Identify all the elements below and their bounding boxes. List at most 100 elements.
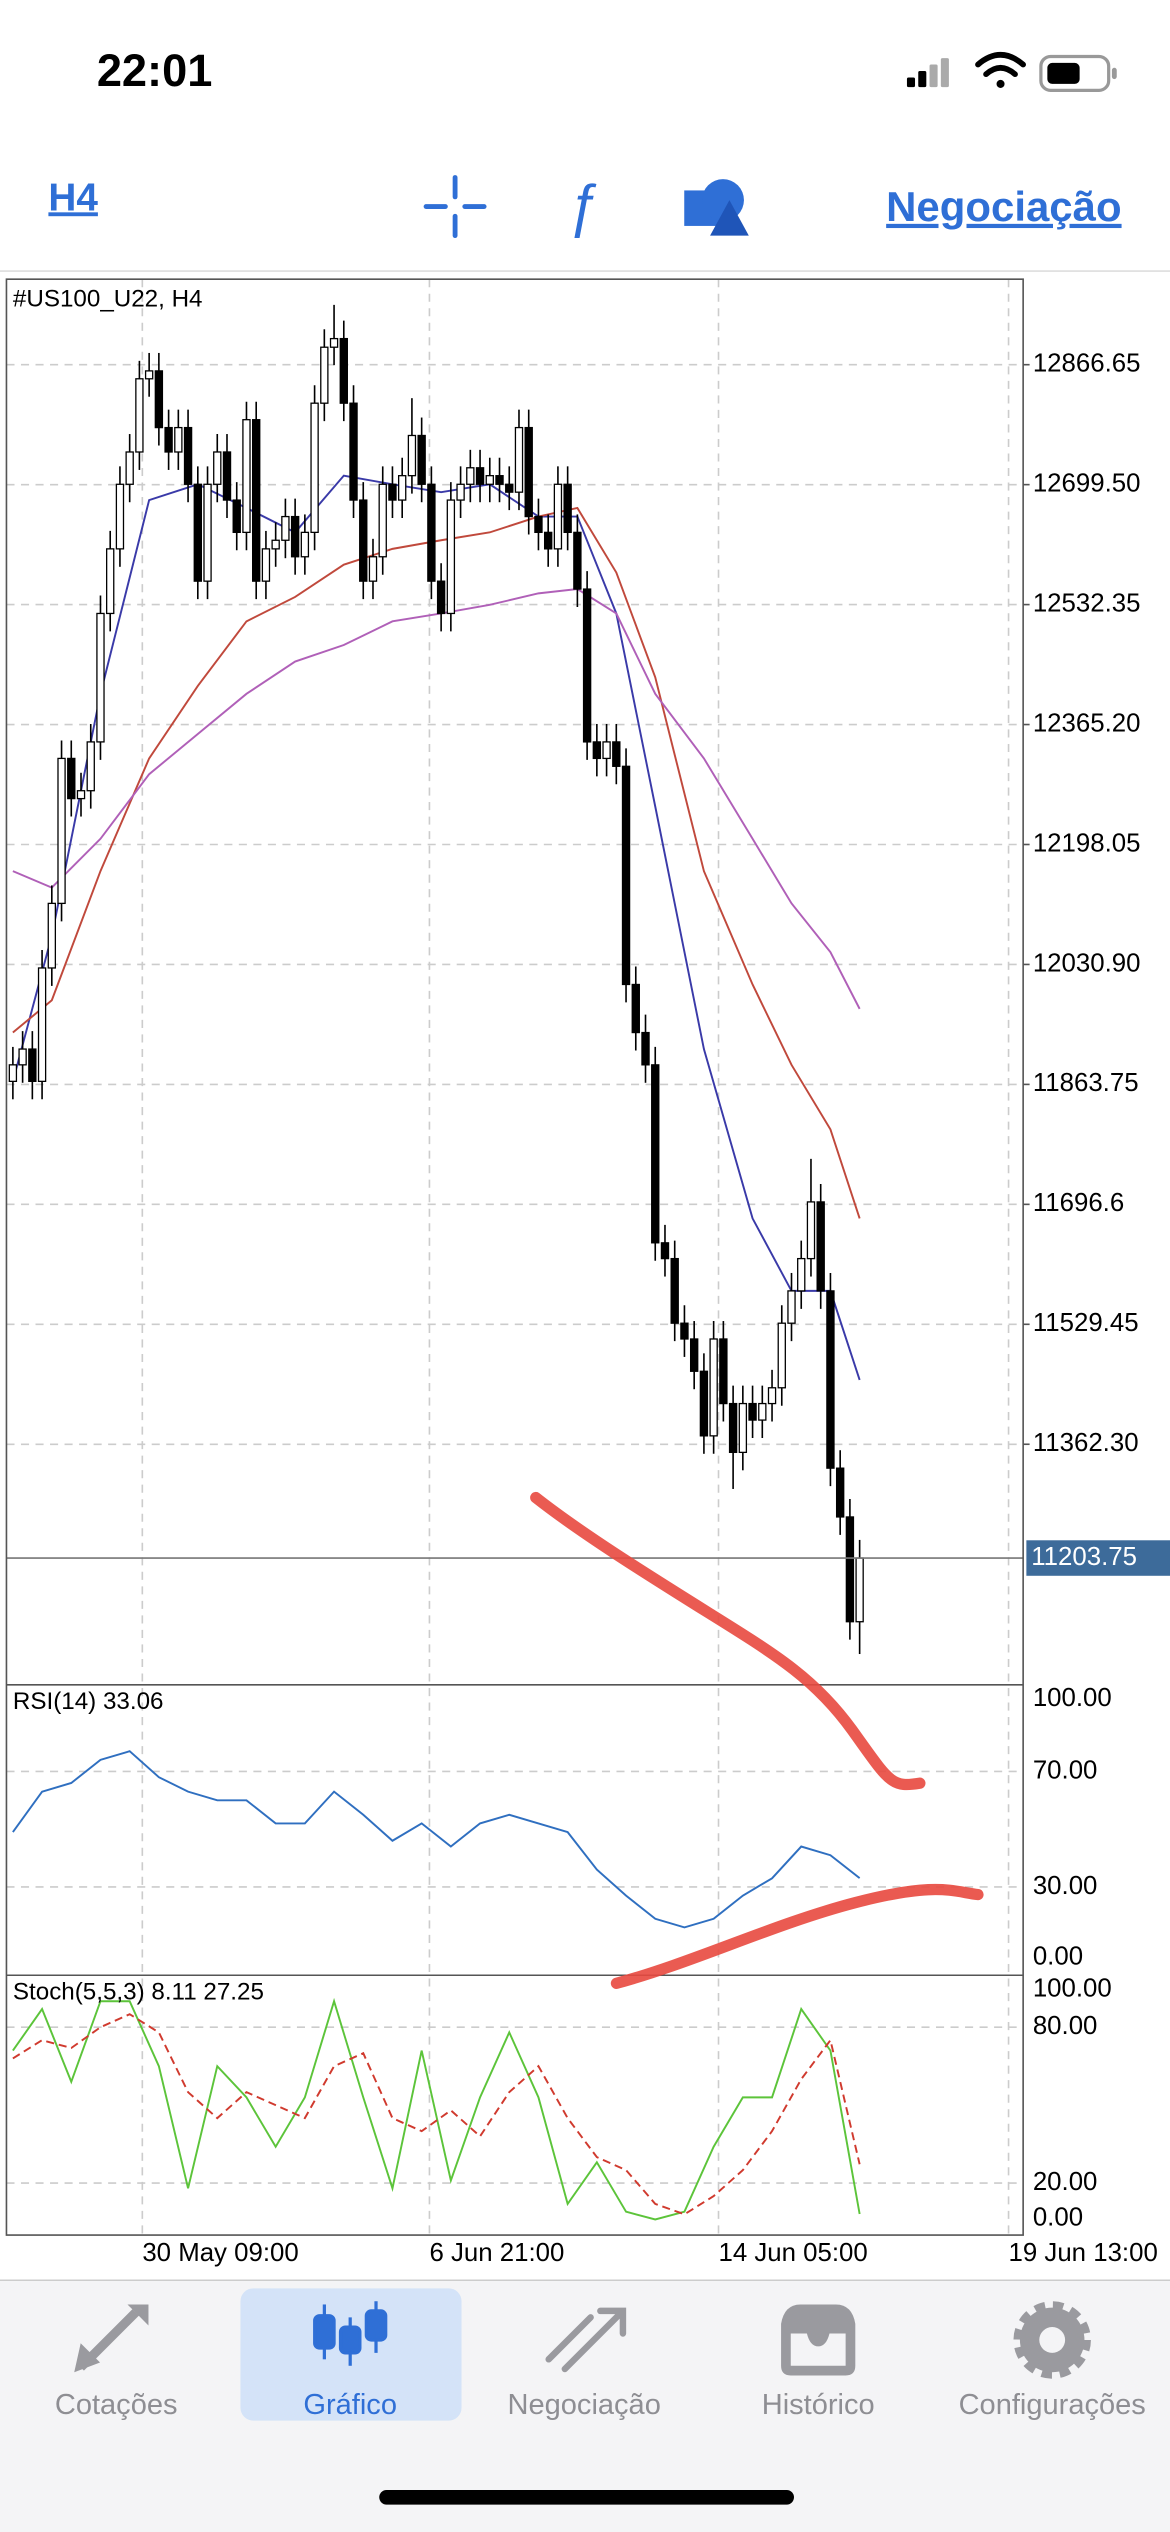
candle-body [76, 790, 86, 800]
annotation-strokes [530, 1491, 984, 1989]
candle-body [222, 451, 232, 501]
candle-body [290, 515, 300, 558]
crosshair-button[interactable] [423, 175, 487, 239]
tab-label[interactable]: Cotações [55, 2389, 178, 2421]
candle-body [816, 1201, 825, 1292]
y-tick-label: 11696.6 [1033, 1189, 1124, 1217]
candle-body [18, 1048, 27, 1066]
candle-body [349, 402, 358, 501]
candle-body [767, 1387, 777, 1405]
candle-body [397, 475, 407, 501]
x-tick-label: 6 Jun 21:00 [429, 2239, 564, 2267]
moving-average [12, 588, 861, 1010]
candle-body [115, 483, 125, 550]
candle-body [670, 1257, 679, 1324]
last-price-box [1026, 1540, 1170, 1576]
moving-average [12, 506, 861, 1219]
candle-body [592, 741, 602, 760]
y-tick-label: 12030.90 [1033, 949, 1141, 977]
rsi-label: RSI(14) 33.06 [13, 1688, 164, 1715]
y-tick-label: 70.00 [1033, 1756, 1098, 1784]
candle-body [748, 1402, 757, 1421]
candle-body [417, 434, 426, 485]
candle-body [378, 483, 387, 558]
status-time: 22:01 [97, 45, 213, 96]
candle-body [125, 451, 134, 485]
candle-body [456, 483, 465, 501]
candle-body [164, 426, 173, 453]
candle-body [680, 1322, 689, 1340]
candle-body [174, 426, 183, 453]
tab-label[interactable]: Configurações [959, 2389, 1146, 2421]
candle-body [845, 1516, 855, 1623]
chart-title: #US100_U22, H4 [13, 286, 203, 313]
x-tick-label: 14 Jun 05:00 [719, 2239, 868, 2267]
rsi-line [12, 1750, 861, 1929]
candle-body [47, 902, 57, 969]
moving-average [11, 474, 861, 1381]
candle-body [261, 548, 271, 582]
stoch-label: Stoch(5,5,3) 8.11 27.25 [13, 1978, 264, 2005]
y-tick-label: 30.00 [1033, 1872, 1098, 1900]
stoch-line [12, 2013, 861, 2216]
candle-body [193, 483, 202, 582]
indicators-button[interactable]: ƒ [566, 173, 598, 238]
tab-label[interactable]: Gráfico [303, 2389, 397, 2421]
candle-body [339, 337, 348, 404]
candle-body [826, 1290, 835, 1469]
candle-body [203, 483, 212, 582]
candle-body [641, 1031, 650, 1066]
candle-body [154, 370, 164, 429]
trade-icon [545, 2307, 627, 2373]
stoch-line [12, 1997, 861, 2221]
tab-label[interactable]: Negociação [508, 2389, 661, 2421]
candle-body [806, 1201, 816, 1260]
candle-body [553, 483, 563, 550]
settings-icon [1013, 2301, 1091, 2379]
candle-body [738, 1402, 748, 1454]
candle-body [320, 346, 329, 404]
candle-body [96, 612, 105, 743]
wifi-icon [975, 52, 1026, 88]
candle-body [281, 515, 290, 541]
y-tick-label: 12699.50 [1033, 469, 1141, 497]
candle-body [758, 1402, 767, 1421]
candle-body [106, 548, 115, 615]
y-tick-label: 100.00 [1033, 1975, 1112, 2003]
candle-body [466, 467, 475, 485]
trade-button[interactable]: Negociação [886, 183, 1121, 230]
last-price-label: 11203.75 [1031, 1543, 1137, 1571]
signal-icon [906, 58, 949, 88]
candle-body [505, 483, 514, 493]
candle-body [242, 419, 251, 534]
candle-body [252, 419, 261, 582]
candle-body [475, 467, 485, 485]
candle-body [183, 426, 193, 485]
candle-body [728, 1402, 738, 1454]
objects-button[interactable] [684, 179, 749, 236]
candle-body [359, 499, 368, 582]
candle-body [709, 1338, 718, 1437]
x-tick-label: 30 May 09:00 [142, 2239, 298, 2267]
chart: 30 May 09:00 6 Jun 21:00 14 Jun 05:00 19 Ju… [6, 279, 1170, 2267]
y-tick-label: 11529.45 [1033, 1309, 1139, 1337]
candle-body [524, 426, 533, 518]
y-tick-label: 20.00 [1033, 2168, 1098, 2196]
candle-body [436, 580, 446, 615]
candle-body [446, 499, 456, 615]
candle-body [787, 1290, 796, 1324]
candle-body [213, 451, 222, 485]
chart-frame [5, 278, 1024, 2236]
timeframe-button[interactable]: H4 [48, 176, 98, 219]
y-tick-label: 12365.20 [1033, 709, 1141, 737]
battery-icon [1039, 54, 1117, 92]
candle-body [797, 1257, 806, 1292]
candle-body [621, 765, 631, 986]
candle-body [835, 1467, 845, 1518]
candle-body [485, 475, 494, 485]
candle-body [144, 370, 154, 380]
tab-label[interactable]: Histórico [762, 2389, 875, 2421]
candle-body [855, 1557, 864, 1623]
